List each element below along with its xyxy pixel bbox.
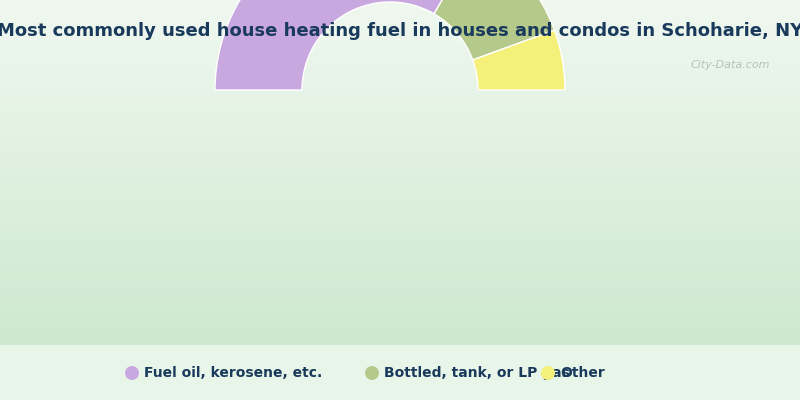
Wedge shape <box>473 30 565 90</box>
Wedge shape <box>434 0 554 60</box>
Text: Bottled, tank, or LP gas: Bottled, tank, or LP gas <box>384 366 570 380</box>
Text: Fuel oil, kerosene, etc.: Fuel oil, kerosene, etc. <box>144 366 322 380</box>
Circle shape <box>365 366 379 380</box>
Text: City-Data.com: City-Data.com <box>690 60 770 70</box>
Text: Most commonly used house heating fuel in houses and condos in Schoharie, NY: Most commonly used house heating fuel in… <box>0 22 800 40</box>
Wedge shape <box>215 0 478 90</box>
Circle shape <box>541 366 555 380</box>
Text: Other: Other <box>560 366 605 380</box>
Bar <box>0 345 800 400</box>
Circle shape <box>125 366 139 380</box>
